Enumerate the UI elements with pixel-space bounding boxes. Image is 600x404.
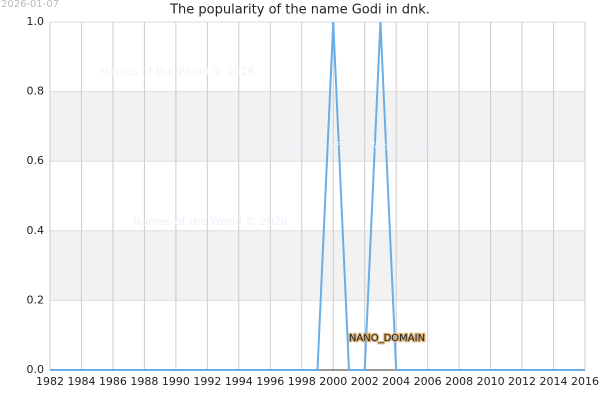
grid-band bbox=[50, 91, 585, 162]
grid-band bbox=[50, 230, 585, 301]
x-tick-label: 1994 bbox=[225, 375, 253, 388]
x-tick-label: 2012 bbox=[508, 375, 536, 388]
domain-stamp: NANO_DOMAIN bbox=[349, 333, 425, 344]
y-tick-label: 0.4 bbox=[27, 224, 45, 237]
x-tick-label: 1992 bbox=[193, 375, 221, 388]
chart-title: The popularity of the name Godi in dnk. bbox=[169, 3, 430, 18]
watermark: Names of the World © 2026 bbox=[133, 215, 288, 228]
x-tick-label: 1984 bbox=[67, 375, 95, 388]
x-tick-label: 1982 bbox=[36, 375, 64, 388]
watermark: Names of the World © 2026 bbox=[287, 140, 442, 153]
x-tick-label: 1990 bbox=[162, 375, 190, 388]
x-tick-label: 1986 bbox=[99, 375, 127, 388]
y-tick-label: 0.6 bbox=[27, 154, 45, 167]
x-tick-label: 1998 bbox=[288, 375, 316, 388]
x-tick-label: 1988 bbox=[130, 375, 158, 388]
data-line bbox=[50, 21, 585, 371]
x-tick-label: 2014 bbox=[540, 375, 568, 388]
watermark: Names of the World © 2026 bbox=[100, 65, 255, 78]
date-stamp: 2026-01-07 bbox=[1, 0, 59, 10]
y-tick-label: 0.2 bbox=[27, 293, 45, 306]
x-tick-label: 2016 bbox=[571, 375, 599, 388]
x-tick-label: 2002 bbox=[351, 375, 379, 388]
x-tick-label: 2000 bbox=[319, 375, 347, 388]
y-tick-label: 0.0 bbox=[27, 363, 45, 376]
x-tick-label: 2006 bbox=[414, 375, 442, 388]
x-tick-label: 2010 bbox=[477, 375, 505, 388]
x-tick-label: 1996 bbox=[256, 375, 284, 388]
x-tick-label: 2004 bbox=[382, 375, 410, 388]
x-tick-label: 2008 bbox=[445, 375, 473, 388]
y-tick-label: 1.0 bbox=[27, 15, 45, 28]
y-tick-label: 0.8 bbox=[27, 85, 45, 98]
